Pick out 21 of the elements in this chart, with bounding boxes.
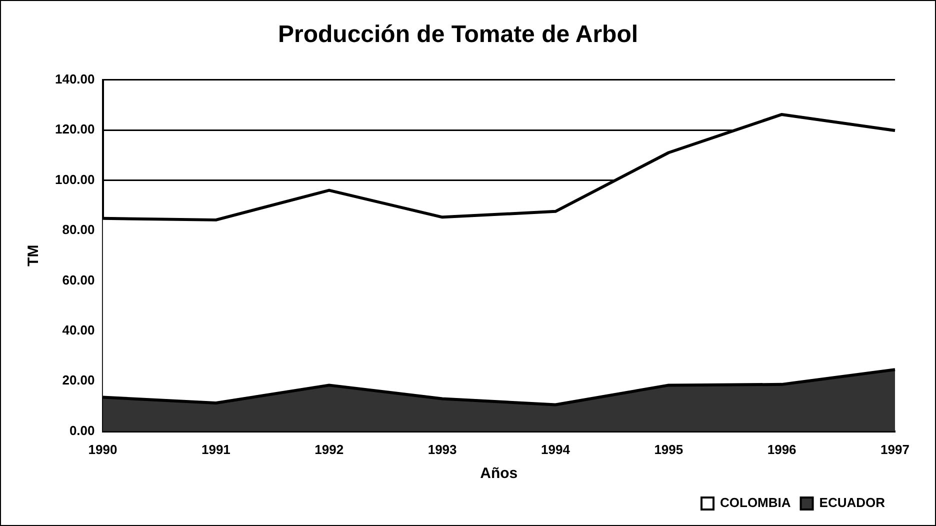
x-tick-label: 1997 <box>880 442 910 457</box>
y-tick-label: 140.00 <box>54 71 95 86</box>
x-tick-label: 1993 <box>428 442 457 457</box>
x-tick-label: 1991 <box>201 442 230 457</box>
legend-label: ECUADOR <box>819 495 886 510</box>
y-axis-title: TM <box>25 244 42 266</box>
chart-title: Producción de Tomate de Arbol <box>278 21 638 48</box>
x-tick-label: 1996 <box>767 442 796 457</box>
y-tick-label: 0.00 <box>69 422 95 438</box>
y-tick-label: 80.00 <box>62 222 95 238</box>
legend-label: COLOMBIA <box>720 495 792 510</box>
y-tick-label: 20.00 <box>62 372 95 388</box>
y-tick-label: 60.00 <box>62 272 95 288</box>
x-tick-label: 1990 <box>88 442 118 457</box>
x-axis-title: Años <box>480 465 518 482</box>
y-tick-label: 100.00 <box>54 172 95 187</box>
x-tick-label: 1995 <box>654 442 684 457</box>
x-tick-label: 1992 <box>314 442 344 457</box>
x-tick-label: 1994 <box>541 442 571 457</box>
y-tick-label: 120.00 <box>54 122 95 137</box>
y-tick-label: 40.00 <box>62 322 95 338</box>
